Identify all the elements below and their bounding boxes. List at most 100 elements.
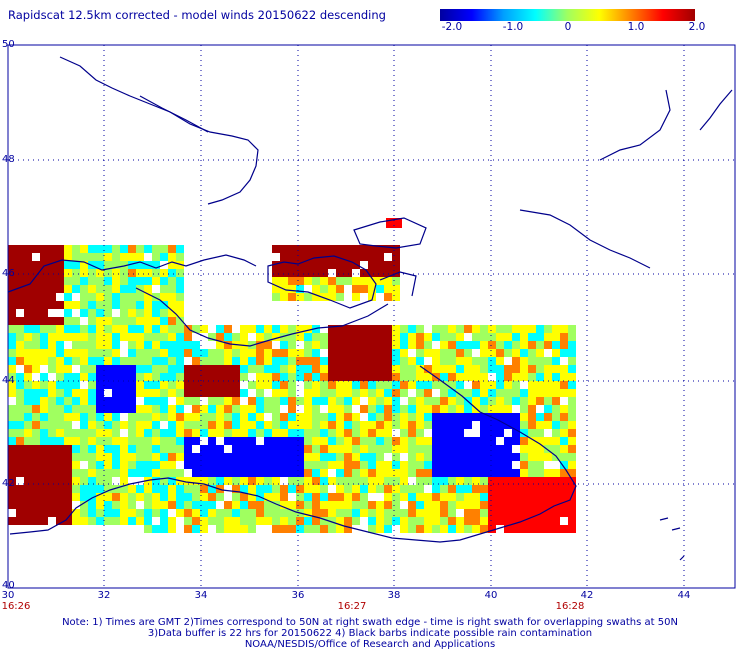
wind-cell: [312, 245, 320, 253]
wind-cell: [416, 397, 424, 405]
wind-cell: [120, 389, 128, 397]
wind-cell: [568, 349, 576, 357]
wind-cell: [32, 469, 40, 477]
wind-cell: [304, 389, 312, 397]
wind-cell: [8, 261, 16, 269]
wind-cell: [64, 285, 72, 293]
wind-cell: [304, 501, 312, 509]
wind-cell: [176, 317, 184, 325]
wind-cell: [312, 357, 320, 365]
wind-cell: [8, 517, 16, 525]
wind-cell: [232, 485, 240, 493]
wind-cell: [288, 405, 296, 413]
wind-cell: [448, 485, 456, 493]
wind-cell: [160, 477, 168, 485]
wind-cell: [168, 341, 176, 349]
wind-cell: [336, 509, 344, 517]
wind-cell: [440, 429, 448, 437]
wind-cell: [112, 357, 120, 365]
wind-cell: [424, 461, 432, 469]
wind-cell: [424, 437, 432, 445]
wind-cell: [312, 269, 320, 277]
wind-cell: [360, 405, 368, 413]
wind-cell: [128, 485, 136, 493]
wind-cell: [304, 365, 312, 373]
wind-cell: [136, 461, 144, 469]
wind-cell: [256, 381, 264, 389]
wind-cell: [176, 405, 184, 413]
colorbar: [440, 9, 695, 21]
wind-cell: [16, 317, 24, 325]
wind-cell: [144, 381, 152, 389]
wind-cell: [440, 421, 448, 429]
wind-cell: [280, 325, 288, 333]
wind-cell: [496, 445, 504, 453]
wind-cell: [568, 381, 576, 389]
wind-cell: [88, 461, 96, 469]
wind-cell: [104, 509, 112, 517]
wind-cell: [448, 389, 456, 397]
wind-cell: [120, 333, 128, 341]
wind-cell: [80, 437, 88, 445]
wind-cell: [520, 397, 528, 405]
wind-cell: [272, 285, 280, 293]
wind-cell: [184, 509, 192, 517]
wind-cell: [512, 501, 520, 509]
wind-cell: [376, 341, 384, 349]
wind-cell: [456, 333, 464, 341]
wind-cell: [288, 461, 296, 469]
wind-cell: [176, 453, 184, 461]
wind-cell: [40, 333, 48, 341]
wind-cell: [56, 469, 64, 477]
wind-cell: [480, 485, 488, 493]
wind-cell: [496, 413, 504, 421]
wind-cell: [472, 525, 480, 533]
wind-cell: [336, 261, 344, 269]
wind-cell: [136, 301, 144, 309]
wind-cell: [144, 245, 152, 253]
wind-cell: [352, 485, 360, 493]
wind-cell: [552, 509, 560, 517]
wind-cell: [256, 413, 264, 421]
longitude-label: 32: [97, 590, 111, 601]
wind-cell: [416, 461, 424, 469]
wind-cell: [368, 357, 376, 365]
wind-cell: [256, 365, 264, 373]
wind-cell: [328, 429, 336, 437]
wind-cell: [232, 477, 240, 485]
wind-cell: [296, 501, 304, 509]
wind-cell: [304, 413, 312, 421]
wind-cell: [136, 421, 144, 429]
wind-cell: [128, 501, 136, 509]
wind-cell: [280, 421, 288, 429]
wind-cell: [88, 317, 96, 325]
wind-cell: [352, 389, 360, 397]
wind-cell: [360, 277, 368, 285]
wind-cell: [144, 333, 152, 341]
wind-cell: [96, 245, 104, 253]
wind-cell: [224, 333, 232, 341]
wind-cell: [456, 469, 464, 477]
wind-cell: [168, 445, 176, 453]
wind-cell: [216, 349, 224, 357]
wind-cell: [544, 389, 552, 397]
wind-cell: [552, 397, 560, 405]
wind-cell: [336, 397, 344, 405]
wind-cell: [416, 493, 424, 501]
wind-cell: [344, 453, 352, 461]
wind-cell: [80, 293, 88, 301]
wind-cell: [288, 245, 296, 253]
wind-cell: [96, 421, 104, 429]
wind-cell: [24, 429, 32, 437]
wind-cell: [24, 509, 32, 517]
wind-cell: [64, 261, 72, 269]
wind-cell: [312, 525, 320, 533]
wind-cell: [408, 405, 416, 413]
wind-cell: [280, 277, 288, 285]
wind-cell: [232, 493, 240, 501]
wind-cell: [264, 437, 272, 445]
wind-cell: [560, 445, 568, 453]
wind-cell: [376, 357, 384, 365]
wind-cell: [208, 333, 216, 341]
wind-cell: [376, 437, 384, 445]
